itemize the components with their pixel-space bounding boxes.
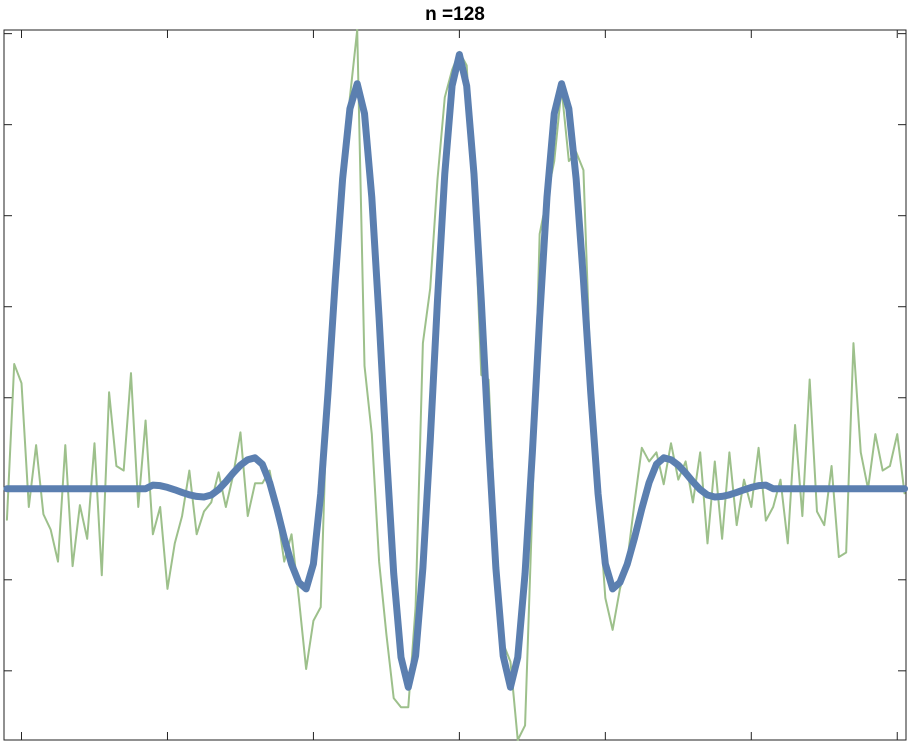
plot-frame [3,29,907,741]
chart-title: n =128 [425,4,485,25]
data-line [5,29,906,741]
data-line [3,51,909,691]
